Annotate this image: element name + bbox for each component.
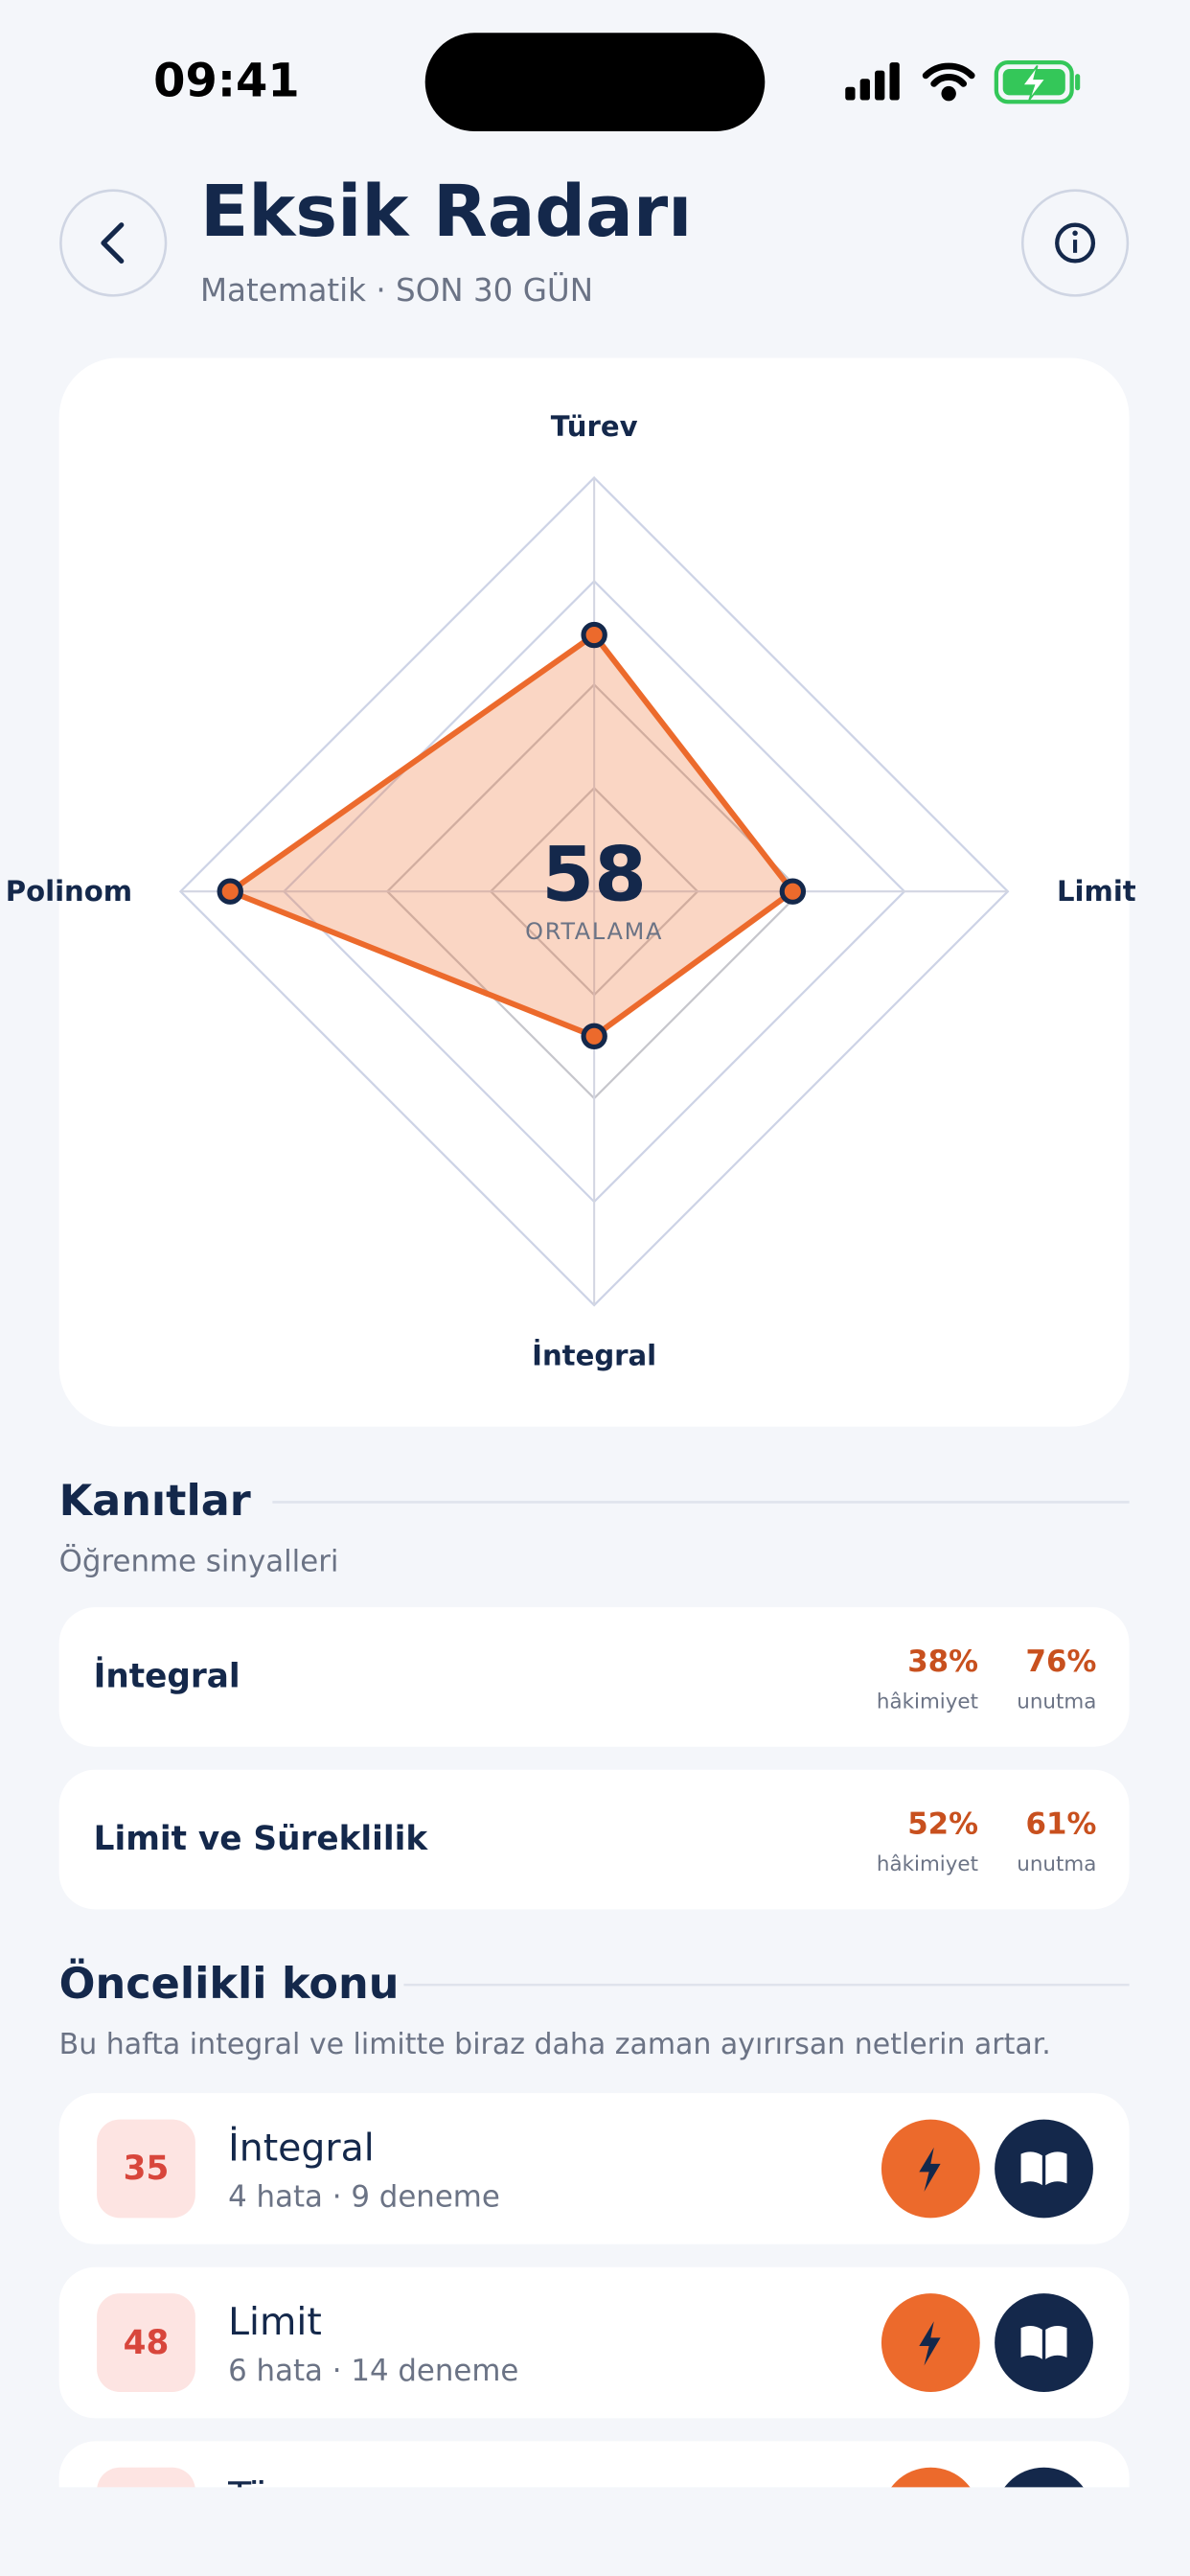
wifi-icon (922, 62, 975, 102)
priority-card[interactable] (58, 2266, 1130, 2419)
priority-detail: 4 hata · 9 deneme (228, 2179, 500, 2214)
priority-list: 35 İntegral 4 hata · 9 deneme 48 Limit 6 hata… (58, 2093, 1130, 2576)
study-button[interactable] (995, 2467, 1093, 2566)
back-icon (101, 222, 125, 264)
priority-detail: 6 hata · 14 deneme (228, 2354, 518, 2388)
dynamic-island (424, 33, 766, 132)
signal-icon (845, 62, 900, 101)
evidence-card (58, 1607, 1130, 1747)
score-value: 35 (124, 2150, 170, 2188)
forgetting-caption: unutma (1017, 1852, 1096, 1876)
evidence-topic: Limit ve Süreklilik (94, 1820, 429, 1858)
mastery-value: 38% (907, 1644, 978, 1679)
score-badge (97, 2293, 195, 2392)
priority-card[interactable] (58, 2093, 1130, 2244)
section-title: Kanıtlar (59, 1476, 251, 1526)
score-badge (97, 2467, 195, 2488)
priority-card[interactable] (58, 2441, 1130, 2576)
section-subtitle: Öğrenme sinyalleri (59, 1543, 339, 1578)
study-button[interactable] (995, 2119, 1093, 2219)
page-title: Eksik Radarı (200, 172, 692, 253)
priority-topic: Limit (228, 2300, 322, 2344)
bolt-icon (919, 2321, 941, 2366)
priority-topic: Türev (227, 2474, 331, 2518)
mastery-caption: hâkimiyet (877, 1852, 978, 1876)
book-icon (1020, 2325, 1067, 2359)
info-icon (1055, 222, 1096, 264)
evidence-topic: İntegral (94, 1656, 240, 1695)
battery-icon (994, 59, 1081, 104)
bolt-icon (919, 2147, 941, 2192)
average-value: 58 (541, 831, 647, 919)
book-icon (1020, 2151, 1067, 2186)
radar-point (581, 1023, 607, 1050)
radar-point (217, 878, 243, 905)
average-label: ORTALAMA (525, 918, 663, 945)
mastery-value: 52% (907, 1806, 978, 1841)
mastery-caption: hâkimiyet (877, 1690, 978, 1714)
page-subtitle: Matematik · SON 30 GÜN (200, 272, 593, 309)
axis-label: Polinom (6, 875, 132, 908)
forgetting-caption: unutma (1017, 1690, 1096, 1714)
forgetting-value: 76% (1026, 1644, 1097, 1679)
score-badge (97, 2119, 195, 2219)
section-title: Öncelikli konu (59, 1958, 400, 2009)
practice-button[interactable] (881, 2467, 980, 2566)
study-button[interactable] (995, 2293, 1093, 2392)
axis-label: Limit (1057, 875, 1136, 908)
radar-point (581, 621, 607, 649)
axis-label: İntegral (532, 1340, 656, 1372)
evidence-list: İntegral 38% hâkimiyet 76% unutma Limit ve Sü… (58, 1607, 1130, 1910)
priority-topic: İntegral (228, 2127, 375, 2171)
status-time: 09:41 (153, 54, 300, 107)
info-button[interactable] (1020, 189, 1130, 297)
axis-label: Türev (551, 410, 638, 443)
back-button[interactable] (59, 189, 168, 297)
forgetting-value: 61% (1026, 1806, 1097, 1841)
section-subtitle: Bu hafta integral ve limitte biraz daha … (59, 2028, 1051, 2061)
score-value: 48 (124, 2324, 170, 2362)
evidence-card (58, 1769, 1130, 1910)
radar-point (779, 878, 807, 905)
